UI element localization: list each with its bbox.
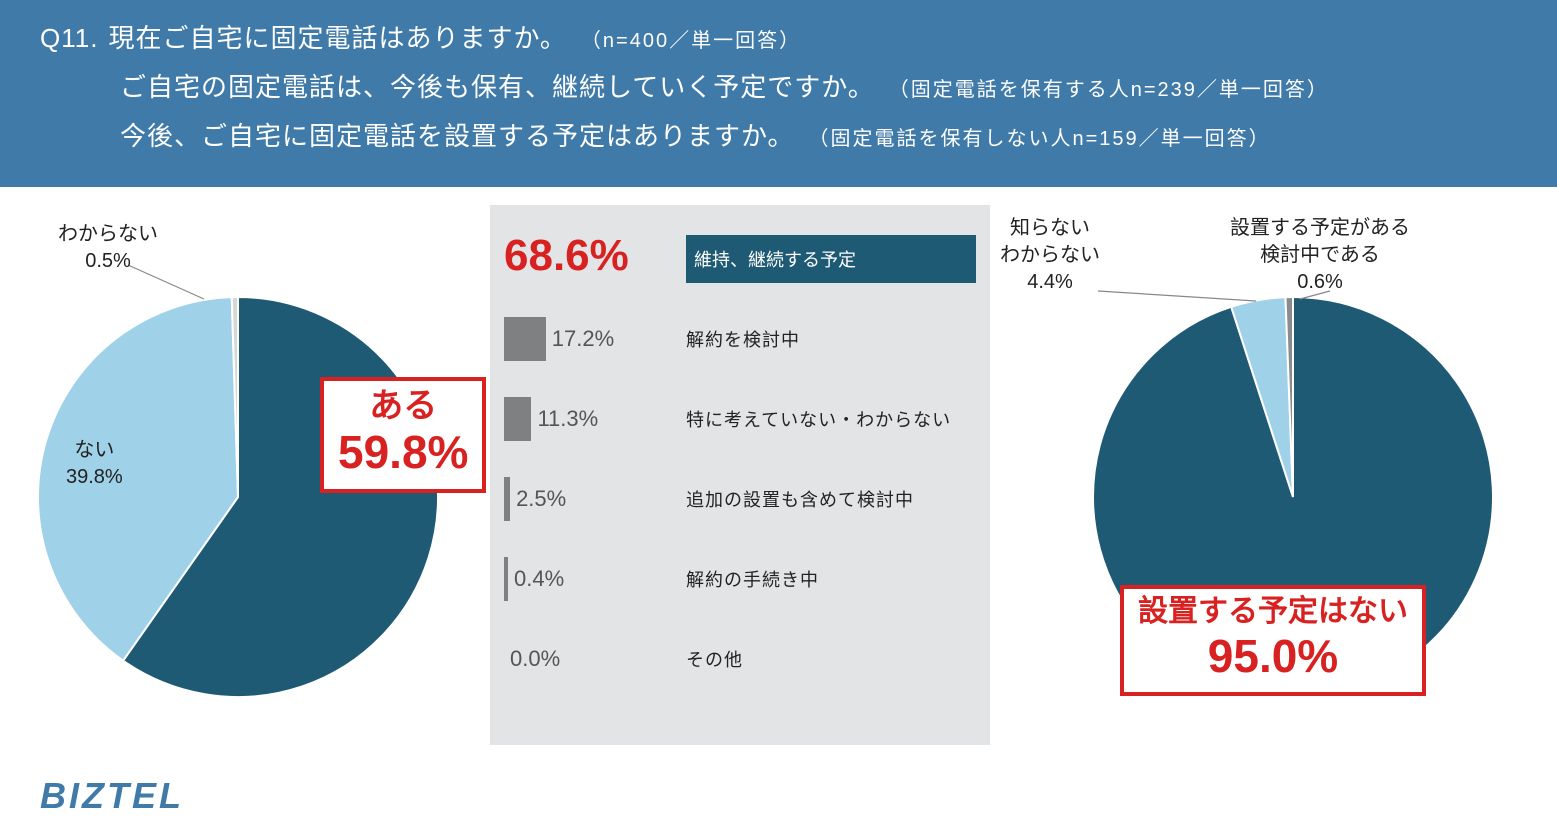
question-header: Q11. 現在ご自宅に固定電話はありますか。 （n=400／単一回答） ご自宅の固定電… [0,0,1557,187]
question-line: Q11. 現在ご自宅に固定電話はありますか。 （n=400／単一回答） [40,18,1517,55]
callout-value: 95.0% [1138,630,1408,683]
callout-label: 設置する予定はない [1138,595,1408,630]
pie-annotation: わからない0.5% [58,221,158,275]
brand-logo: BIZTEL [40,775,184,817]
callout-no-plan: 設置する予定はない95.0% [1120,585,1426,696]
question-text: 現在ご自宅に固定電話はありますか。 [108,18,566,55]
pie-annotation: 知らないわからない4.4% [1000,215,1100,296]
question-note: （固定電話を保有する人n=239／単一回答） [889,73,1329,102]
question-note: （固定電話を保有しない人n=159／単一回答） [808,122,1270,151]
question-number: Q11. [40,23,98,54]
pie-annotation: ない39.8% [66,437,123,491]
question-text: ご自宅の固定電話は、今後も保有、継続していく予定ですか。 [120,67,875,104]
question-line: 今後、ご自宅に固定電話を設置する予定はありますか。 （固定電話を保有しない人n=1… [120,116,1517,153]
pie-annotation: 設置する予定がある検討中である0.6% [1230,215,1410,296]
question-text: 今後、ご自宅に固定電話を設置する予定はありますか。 [120,116,794,153]
chart-body: ある59.8% 68.6%維持、継続する予定17.2%解約を検討中11.3%特に… [0,187,1557,827]
question-line: ご自宅の固定電話は、今後も保有、継続していく予定ですか。 （固定電話を保有する人n… [120,67,1517,104]
question-note: （n=400／単一回答） [581,24,801,53]
